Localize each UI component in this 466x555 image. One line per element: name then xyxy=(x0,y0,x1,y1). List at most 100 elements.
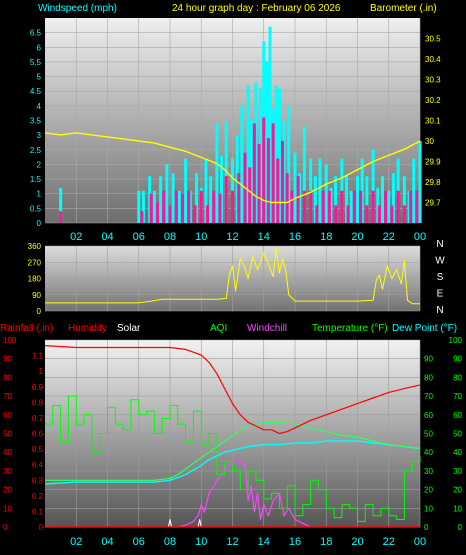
temperature-axis-label: Temperature (°F) xyxy=(312,323,388,334)
barometer-axis: 29.7 29.8 29.9 30 30.1 30.2 30.3 30.4 30.5 xyxy=(425,35,441,208)
wind-direction-line xyxy=(45,247,420,305)
wind-gust-bar xyxy=(281,141,284,223)
wind-speed-bar xyxy=(365,176,369,223)
wind-speed-tick-label: 3 xyxy=(37,131,42,140)
humidity-tick-label: 10 xyxy=(3,504,12,513)
humidity-label: Humidity xyxy=(68,323,107,334)
rain-tick-label: 0.7 xyxy=(32,414,44,423)
wind-speed-bar xyxy=(407,190,411,223)
wind-panel-x-axis: 02 04 06 08 10 12 14 16 18 20 22 00 xyxy=(70,231,426,243)
wind-x-tick-label: 20 xyxy=(351,231,363,243)
temperature-x-tick-label: 02 xyxy=(70,536,82,548)
humidity-tick-label: 60 xyxy=(3,411,12,420)
barometer-tick-label: 30 xyxy=(425,137,434,146)
wind-speed-bar xyxy=(287,105,291,223)
wind-speed-bar xyxy=(277,88,281,224)
wind-speed-bar xyxy=(249,120,253,223)
wind-x-tick-label: 06 xyxy=(133,231,145,243)
wind-gust-bar xyxy=(181,193,184,223)
barometer-tick-label: 30.3 xyxy=(425,76,441,85)
temperature-tick-label: 10 xyxy=(424,504,433,513)
wind-gust-bar xyxy=(396,190,400,223)
rain-tick-label: 0.3 xyxy=(32,476,44,485)
aqi-tick-label: 0 xyxy=(458,523,463,532)
wind-speed-bar xyxy=(171,173,175,223)
direction-tick-label: 360 xyxy=(28,242,42,251)
direction-tick-label: 270 xyxy=(28,258,42,267)
wind-speed-bar xyxy=(159,176,163,223)
wind-speed-bar xyxy=(165,164,169,223)
wind-speed-tick-label: 5 xyxy=(37,73,42,82)
wind-speed-bar xyxy=(396,158,400,223)
temperature-tick-label: 0 xyxy=(424,523,429,532)
barometer-tick-label: 30.2 xyxy=(425,96,441,105)
wind-gust-bar xyxy=(321,190,325,223)
wind-speed-bar xyxy=(141,190,145,223)
wind-speed-bar xyxy=(345,176,349,223)
windchill-line xyxy=(170,459,311,528)
wind-speed-bar xyxy=(356,176,359,223)
wind-gust-bar xyxy=(390,205,394,223)
wind-speed-bar xyxy=(349,190,353,223)
temperature-line xyxy=(45,421,421,481)
wind-speed-bar xyxy=(59,187,63,223)
wind-gust-bar xyxy=(140,211,144,223)
solar-label: Solar xyxy=(117,323,141,334)
wind-speed-tick-label: 4 xyxy=(37,102,42,111)
windchill-label: Windchill xyxy=(247,323,287,334)
wind-gust-bar xyxy=(271,123,275,223)
temperature-x-tick-label: 20 xyxy=(351,536,363,548)
wind-speed-bar xyxy=(340,158,344,223)
aqi-line xyxy=(45,395,421,522)
wind-speed-bar xyxy=(298,173,302,223)
wind-speed-bar xyxy=(195,173,199,223)
rain-tick-label: 0.6 xyxy=(32,430,44,439)
humidity-line xyxy=(44,345,421,435)
rain-tick-label: 0.5 xyxy=(32,445,44,454)
wind-speed-axis: 0 0.5 1 1.5 2 2.5 3 3.5 4 4.5 5 5.5 6 6.5 xyxy=(30,29,42,228)
wind-x-tick-label: 02 xyxy=(70,231,82,243)
rain-tick-label: 0.1 xyxy=(32,507,44,516)
wind-gust-bar xyxy=(149,193,153,223)
humidity-tick-label: 90 xyxy=(3,355,12,364)
rain-tick-label: 1 xyxy=(39,367,44,376)
wind-gust-bar xyxy=(257,143,261,223)
humidity-tick-label: 50 xyxy=(3,430,12,439)
temperature-tick-label: 50 xyxy=(424,430,433,439)
wind-x-tick-label: 12 xyxy=(226,231,238,243)
wind-speed-bar xyxy=(209,176,213,223)
wind-gust-bar xyxy=(262,117,266,223)
rain-tick-label: 0 xyxy=(39,523,44,532)
aqi-label: AQI xyxy=(210,323,227,334)
wind-gust-bar xyxy=(384,190,388,223)
wind-gust-bar xyxy=(352,190,356,223)
wind-gust-bar xyxy=(302,190,306,223)
wind-speed-bar xyxy=(376,187,380,223)
barometer-tick-label: 30.4 xyxy=(425,55,441,64)
humidity-tick-label: 0 xyxy=(3,523,8,532)
wind-gust-bar xyxy=(206,205,209,223)
compass-label: W xyxy=(435,256,445,267)
wind-x-tick-label: 00 xyxy=(414,231,426,243)
wind-speed-bar xyxy=(329,187,333,223)
wind-gust-bar xyxy=(252,123,256,223)
wind-gust-bar xyxy=(409,190,413,223)
temperature-tick-label: 80 xyxy=(424,373,433,382)
temperature-x-tick-label: 10 xyxy=(195,536,207,548)
wind-speed-bar xyxy=(152,190,156,223)
wind-gust-bar xyxy=(168,205,172,223)
aqi-tick-label: 80 xyxy=(453,373,462,382)
temperature-x-tick-label: 04 xyxy=(101,536,113,548)
wind-speed-tick-label: 0 xyxy=(37,219,42,228)
wind-speed-bar xyxy=(268,26,272,223)
aqi-tick-label: 50 xyxy=(453,430,462,439)
wind-speed-bar xyxy=(293,152,297,223)
temperature-x-tick-label: 22 xyxy=(383,536,395,548)
wind-speed-bar xyxy=(137,190,141,223)
temperature-panel-x-axis: 02 04 06 08 10 12 14 16 18 20 22 00 xyxy=(70,536,426,548)
wind-gust-bar xyxy=(296,176,300,223)
temperature-panel-series xyxy=(44,345,421,528)
wind-gust-bar xyxy=(212,190,216,223)
